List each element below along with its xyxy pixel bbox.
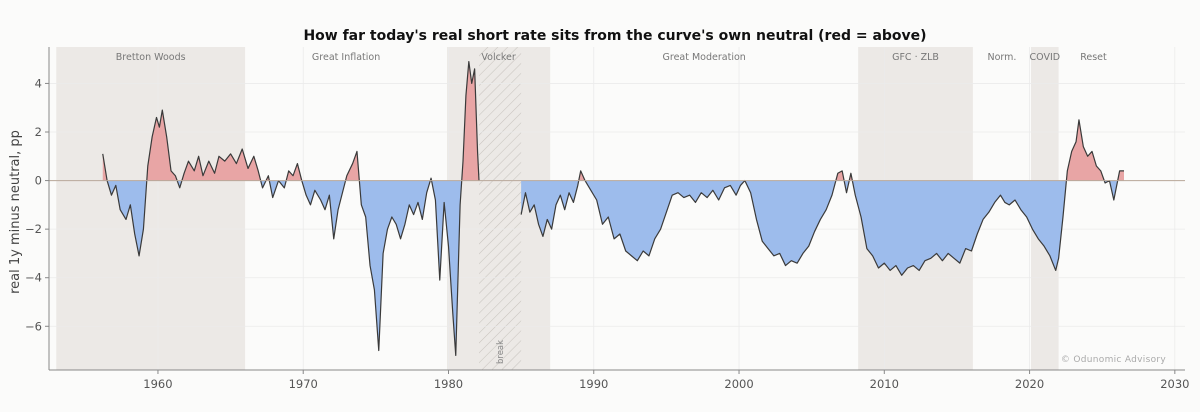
y-tick-label-2: 0 [35, 174, 42, 188]
area-fills [102, 61, 1124, 356]
x-tick-label-7: 2030 [1160, 377, 1189, 391]
y-tick-label-4: −4 [25, 271, 42, 285]
chart-title: How far today's real short rate sits fro… [303, 28, 926, 44]
x-tick-label-5: 2010 [870, 377, 899, 391]
area-below-neutral-0 [107, 180, 462, 356]
era-labels: Bretton Woods Great Inflation Volcker Great… [116, 52, 1107, 63]
x-tick-label-3: 1990 [579, 377, 608, 391]
era-band-0 [56, 47, 246, 370]
y-tick-label-3: −2 [25, 222, 42, 236]
axes: 4 2 0 −2 −4 −6 1960 1970 1980 1990 2000 2010 2020 203… [25, 47, 1189, 391]
era-label-1: Great Inflation [312, 52, 380, 63]
x-tick-label-0: 1960 [143, 377, 172, 391]
x-tick-label-2: 1980 [434, 377, 463, 391]
era-label-6: COVID [1030, 52, 1061, 63]
x-tick-label-1: 1970 [289, 377, 318, 391]
series-line-1 [520, 119, 1124, 276]
era-label-5: Norm. [987, 52, 1016, 63]
y-tick-label-0: 4 [35, 76, 42, 90]
area-below-neutral-1 [521, 180, 1118, 276]
watermark: © Odunomic Advisory [1061, 355, 1166, 365]
x-tick-label-6: 2020 [1015, 377, 1044, 391]
gap-label: break [496, 340, 506, 364]
y-tick-label-1: 2 [35, 125, 42, 139]
data-gap-hatch [478, 47, 522, 370]
y-axis-label: real 1y minus neutral, pp [8, 130, 23, 294]
era-label-3: Great Moderation [663, 52, 746, 63]
era-label-4: GFC · ZLB [892, 52, 939, 63]
x-tick-label-4: 2000 [724, 377, 753, 391]
y-tick-label-5: −6 [25, 319, 42, 333]
area-above-neutral-1 [521, 119, 1124, 181]
era-label-2: Volcker [481, 52, 515, 63]
era-label-7: Reset [1080, 52, 1107, 63]
era-label-0: Bretton Woods [116, 52, 186, 63]
